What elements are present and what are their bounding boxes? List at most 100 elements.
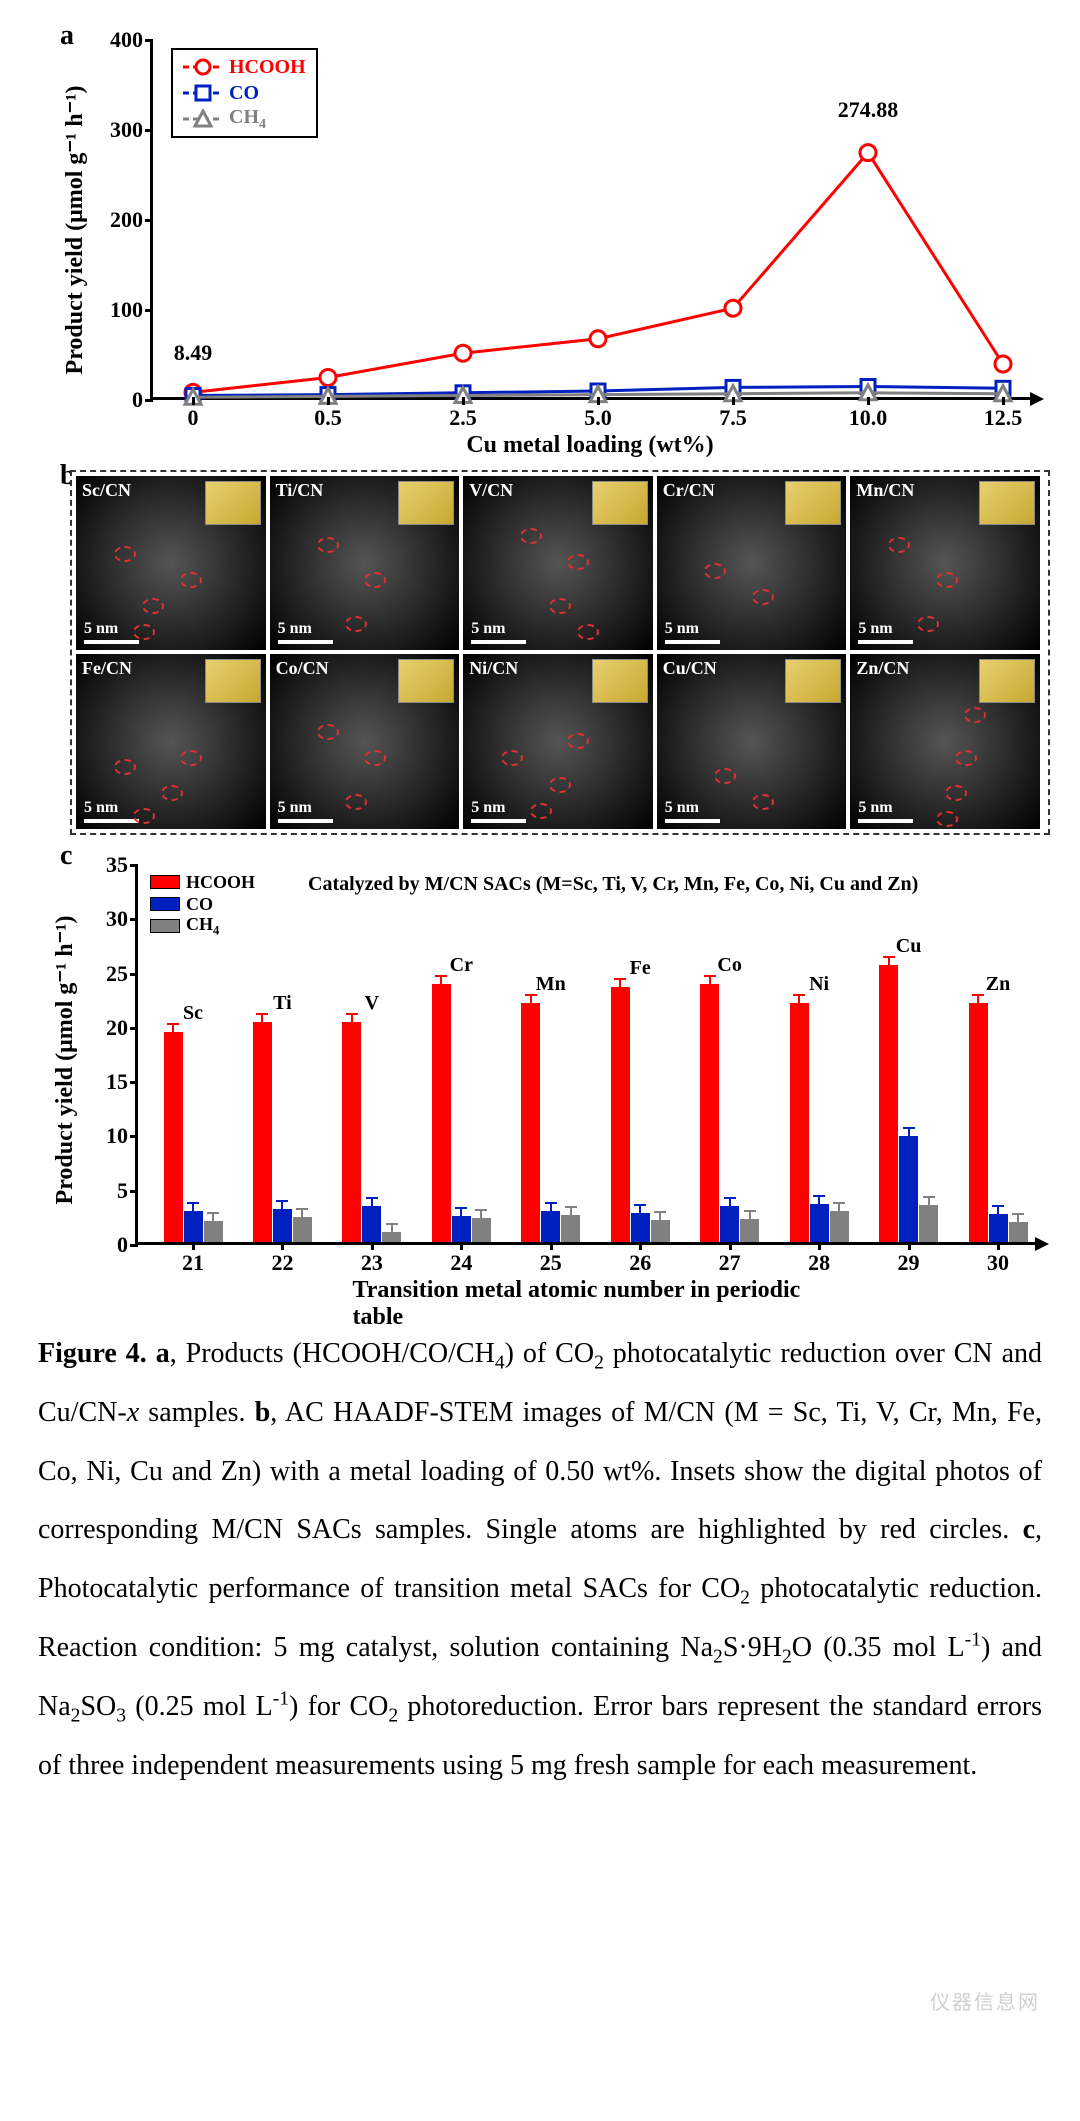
- inset-photo: [205, 481, 261, 525]
- chart-c-area: HCOOHCOCH4 Catalyzed by M/CN SACs (M=Sc,…: [135, 865, 1035, 1245]
- bar-group: [430, 984, 492, 1242]
- chart-a-legend: HCOOHCOCH4: [171, 48, 318, 138]
- inset-photo: [979, 659, 1035, 703]
- bar-co: [899, 1136, 918, 1242]
- bar-group: [162, 1032, 224, 1242]
- element-label: Sc: [183, 1002, 203, 1025]
- scale-bar: 5 nm: [471, 620, 526, 644]
- stem-image-grid: Sc/CN5 nmTi/CN5 nmV/CN5 nmCr/CN5 nmMn/CN…: [70, 470, 1050, 835]
- atom-highlight: [180, 572, 202, 588]
- bar-ch4: [651, 1220, 670, 1242]
- bar-co: [810, 1204, 829, 1242]
- bar-hcooh: [164, 1032, 183, 1242]
- bar-group: [788, 1003, 850, 1242]
- stem-image: Ti/CN5 nm: [270, 476, 460, 650]
- inset-photo: [205, 659, 261, 703]
- stem-image-label: Cu/CN: [663, 658, 717, 679]
- stem-image-label: Sc/CN: [82, 480, 131, 501]
- atom-highlight: [114, 546, 136, 562]
- chart-a-xlabel: Cu metal loading (wt%): [466, 432, 713, 459]
- figure-caption: Figure 4. a, Products (HCOOH/CO/CH4) of …: [30, 1325, 1050, 1795]
- caption-fig-label: Figure 4.: [38, 1338, 147, 1369]
- atom-highlight: [133, 808, 155, 824]
- atom-highlight: [752, 589, 774, 605]
- scale-bar: 5 nm: [84, 620, 139, 644]
- bar-group: [251, 1022, 313, 1242]
- bar-ch4: [204, 1221, 223, 1242]
- atom-highlight: [161, 785, 183, 801]
- chart-a-ylabel: Product yield (μmol g⁻¹ h⁻¹): [60, 86, 89, 375]
- atom-highlight: [917, 616, 939, 632]
- bar-group: [520, 1003, 582, 1242]
- atom-highlight: [317, 537, 339, 553]
- atom-highlight: [133, 624, 155, 640]
- scale-bar: 5 nm: [471, 799, 526, 823]
- stem-image: Co/CN5 nm: [270, 654, 460, 828]
- atom-highlight: [567, 554, 589, 570]
- atom-highlight: [317, 724, 339, 740]
- stem-image-label: Fe/CN: [82, 658, 132, 679]
- scale-bar: 5 nm: [665, 620, 720, 644]
- bar-ch4: [740, 1219, 759, 1242]
- bar-co: [541, 1211, 560, 1242]
- panel-a-label: a: [60, 20, 74, 52]
- panel-b: b Sc/CN5 nmTi/CN5 nmV/CN5 nmCr/CN5 nmMn/…: [30, 465, 1050, 845]
- bar-ch4: [561, 1215, 580, 1242]
- bar-hcooh: [342, 1022, 361, 1242]
- inset-photo: [398, 481, 454, 525]
- chart-c-ylabel: Product yield (μmol g⁻¹ h⁻¹): [50, 916, 79, 1205]
- atom-highlight: [577, 624, 599, 640]
- x-axis-arrow: [1035, 1237, 1049, 1251]
- element-label: Cr: [450, 954, 473, 977]
- atom-highlight: [549, 598, 571, 614]
- stem-image-label: V/CN: [469, 480, 513, 501]
- bar-ch4: [830, 1211, 849, 1242]
- scale-bar: 5 nm: [858, 799, 913, 823]
- atom-highlight: [345, 794, 367, 810]
- bar-ch4: [1009, 1222, 1028, 1242]
- bar-ch4: [919, 1205, 938, 1242]
- bar-co: [989, 1214, 1008, 1242]
- bar-ch4: [472, 1218, 491, 1242]
- inset-photo: [592, 659, 648, 703]
- atom-highlight: [530, 803, 552, 819]
- element-label: Co: [717, 954, 741, 977]
- bar-group: [609, 987, 671, 1242]
- bar-group: [341, 1022, 403, 1242]
- stem-image: V/CN 5 nm: [463, 476, 653, 650]
- data-annotation: 274.88: [838, 97, 899, 123]
- stem-image: Ni/CN5 nm: [463, 654, 653, 828]
- bar-hcooh: [432, 984, 451, 1242]
- bar-hcooh: [611, 987, 630, 1242]
- chart-a-area: HCOOHCOCH4 010020030040000.52.55.07.510.…: [150, 40, 1030, 400]
- chart-c-xlabel: Transition metal atomic number in period…: [353, 1277, 818, 1331]
- stem-image-label: Ti/CN: [276, 480, 324, 501]
- atom-highlight: [955, 750, 977, 766]
- inset-photo: [785, 481, 841, 525]
- element-label: Zn: [986, 973, 1010, 996]
- atom-highlight: [520, 528, 542, 544]
- bar-co: [720, 1206, 739, 1242]
- stem-image: Cu/CN 5 nm: [657, 654, 847, 828]
- bar-hcooh: [969, 1003, 988, 1242]
- scale-bar: 5 nm: [84, 799, 139, 823]
- stem-image-label: Mn/CN: [856, 480, 914, 501]
- bar-co: [362, 1206, 381, 1242]
- watermark: 仪器信息网: [930, 1986, 1040, 2015]
- element-label: Ti: [273, 992, 292, 1015]
- inset-photo: [398, 659, 454, 703]
- bar-group: [699, 984, 761, 1242]
- bar-hcooh: [700, 984, 719, 1242]
- atom-highlight: [114, 759, 136, 775]
- inset-photo: [785, 659, 841, 703]
- atom-highlight: [364, 572, 386, 588]
- atom-highlight: [936, 572, 958, 588]
- element-label: Fe: [630, 957, 651, 980]
- data-annotation: 8.49: [174, 340, 213, 366]
- bar-hcooh: [253, 1022, 272, 1242]
- atom-highlight: [888, 537, 910, 553]
- atom-highlight: [704, 563, 726, 579]
- bar-hcooh: [879, 965, 898, 1242]
- scale-bar: 5 nm: [665, 799, 720, 823]
- chart-c-legend: HCOOHCOCH4: [150, 871, 255, 937]
